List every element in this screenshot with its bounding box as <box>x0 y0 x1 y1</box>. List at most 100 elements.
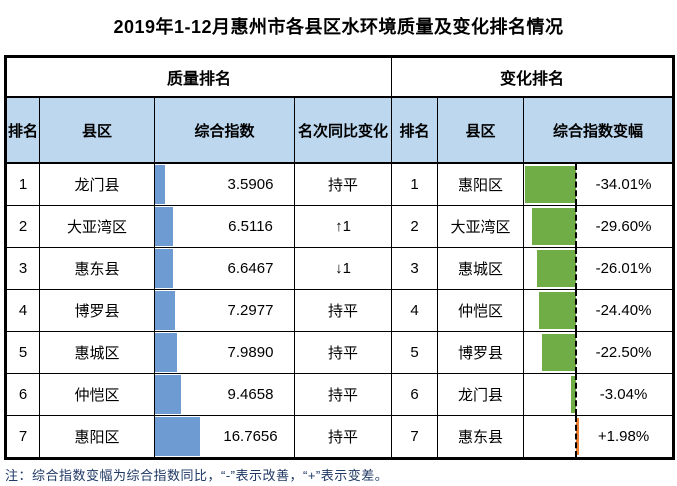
quality-change: 持平 <box>293 415 393 459</box>
variation-rank: 5 <box>391 331 439 374</box>
quality-district: 仲恺区 <box>39 373 155 416</box>
col-header-pct: 综合指数变幅 <box>523 96 675 164</box>
index-value: 16.7656 <box>223 428 278 445</box>
variation-pct-cell: -24.40% <box>523 289 675 332</box>
variation-rank: 2 <box>391 205 439 248</box>
col-header-rank2: 排名 <box>391 96 439 164</box>
quality-district: 博罗县 <box>39 289 155 332</box>
pct-data-bar <box>531 208 576 245</box>
index-data-bar <box>155 417 201 456</box>
pct-value: -22.50% <box>595 344 652 361</box>
table-row: 7 惠阳区 16.7656 持平 7 惠东县 +1.98% <box>5 415 675 459</box>
variation-rank: 7 <box>391 415 439 459</box>
index-value: 7.9890 <box>227 344 274 361</box>
variation-pct-cell: -3.04% <box>523 373 675 416</box>
quality-change: ↑1 <box>293 205 393 248</box>
quality-index-cell: 3.5906 <box>154 162 295 206</box>
variation-rank: 1 <box>391 162 439 206</box>
section-header-row: 质量排名 变化排名 <box>4 56 675 98</box>
index-value: 7.2977 <box>227 302 274 319</box>
quality-district: 大亚湾区 <box>39 205 155 248</box>
zero-axis-line <box>575 164 578 205</box>
column-header-row: 排名 县区 综合指数 名次同比变化 排名 县区 综合指数变幅 <box>5 96 675 164</box>
variation-district: 龙门县 <box>437 373 525 416</box>
quality-rank: 6 <box>5 373 40 416</box>
table-row: 2 大亚湾区 6.5116 ↑1 2 大亚湾区 -29.60% <box>5 205 675 248</box>
section-quality-ranking: 质量排名 <box>4 56 393 98</box>
col-header-district2: 县区 <box>437 96 525 164</box>
quality-district: 惠城区 <box>39 331 155 374</box>
variation-pct-cell: -29.60% <box>523 205 675 248</box>
variation-district: 惠城区 <box>437 247 525 290</box>
quality-rank: 1 <box>5 162 40 206</box>
quality-rank: 3 <box>5 247 40 290</box>
variation-pct-cell: -22.50% <box>523 331 675 374</box>
section-variation-ranking: 变化排名 <box>391 56 675 98</box>
index-value: 9.4658 <box>227 386 274 403</box>
index-data-bar <box>155 249 173 288</box>
variation-pct-cell: -34.01% <box>523 162 675 206</box>
col-header-district: 县区 <box>39 96 155 164</box>
quality-change: 持平 <box>293 373 393 416</box>
pct-data-bar <box>576 418 580 455</box>
zero-axis-line <box>575 332 578 373</box>
quality-change: 持平 <box>293 162 393 206</box>
table-row: 3 惠东县 6.6467 ↓1 3 惠城区 -26.01% <box>5 247 675 290</box>
variation-district: 仲恺区 <box>437 289 525 332</box>
quality-index-cell: 6.6467 <box>154 247 295 290</box>
quality-index-cell: 6.5116 <box>154 205 295 248</box>
quality-change: 持平 <box>293 289 393 332</box>
index-value: 6.6467 <box>227 260 274 277</box>
page-title: 2019年1-12月惠州市各县区水环境质量及变化排名情况 <box>113 17 564 37</box>
pct-data-bar <box>525 166 577 203</box>
zero-axis-line <box>575 416 578 457</box>
quality-rank: 5 <box>5 331 40 374</box>
pct-value: -34.01% <box>595 176 652 193</box>
table-row: 1 龙门县 3.5906 持平 1 惠阳区 -34.01% <box>5 162 675 206</box>
pct-value: +1.98% <box>597 428 650 445</box>
index-data-bar <box>155 207 173 246</box>
pct-data-bar <box>539 292 576 329</box>
table-row: 6 仲恺区 9.4658 持平 6 龙门县 -3.04% <box>5 373 675 416</box>
pct-data-bar <box>542 334 577 371</box>
variation-rank: 6 <box>391 373 439 416</box>
col-header-change: 名次同比变化 <box>293 96 393 164</box>
index-data-bar <box>155 375 181 414</box>
quality-rank: 7 <box>5 415 40 459</box>
zero-axis-line <box>575 290 578 331</box>
zero-axis-line <box>575 206 578 247</box>
pct-value: -29.60% <box>595 218 652 235</box>
quality-district: 惠阳区 <box>39 415 155 459</box>
index-data-bar <box>155 165 165 204</box>
variation-pct-cell: -26.01% <box>523 247 675 290</box>
variation-pct-cell: +1.98% <box>523 415 675 459</box>
quality-rank: 4 <box>5 289 40 332</box>
quality-district: 龙门县 <box>39 162 155 206</box>
table-row: 5 惠城区 7.9890 持平 5 博罗县 -22.50% <box>5 331 675 374</box>
pct-data-bar <box>537 250 577 287</box>
quality-index-cell: 16.7656 <box>154 415 295 459</box>
col-header-rank: 排名 <box>5 96 40 164</box>
col-header-index: 综合指数 <box>154 96 295 164</box>
variation-district: 惠东县 <box>437 415 525 459</box>
variation-district: 大亚湾区 <box>437 205 525 248</box>
quality-index-cell: 9.4658 <box>154 373 295 416</box>
index-value: 6.5116 <box>228 218 273 235</box>
quality-change: 持平 <box>293 331 393 374</box>
pct-value: -26.01% <box>595 260 652 277</box>
quality-district: 惠东县 <box>39 247 155 290</box>
footnote: 注：综合指数变幅为综合指数同比，“-”表示改善，“+”表示变差。 <box>5 468 389 483</box>
zero-axis-line <box>575 374 578 415</box>
index-value: 3.5906 <box>227 176 274 193</box>
quality-change: ↓1 <box>293 247 393 290</box>
variation-rank: 4 <box>391 289 439 332</box>
quality-index-cell: 7.9890 <box>154 331 295 374</box>
index-data-bar <box>155 333 177 372</box>
table-row: 4 博罗县 7.2977 持平 4 仲恺区 -24.40% <box>5 289 675 332</box>
variation-district: 博罗县 <box>437 331 525 374</box>
quality-rank: 2 <box>5 205 40 248</box>
quality-index-cell: 7.2977 <box>154 289 295 332</box>
zero-axis-line <box>575 248 578 289</box>
index-data-bar <box>155 291 175 330</box>
